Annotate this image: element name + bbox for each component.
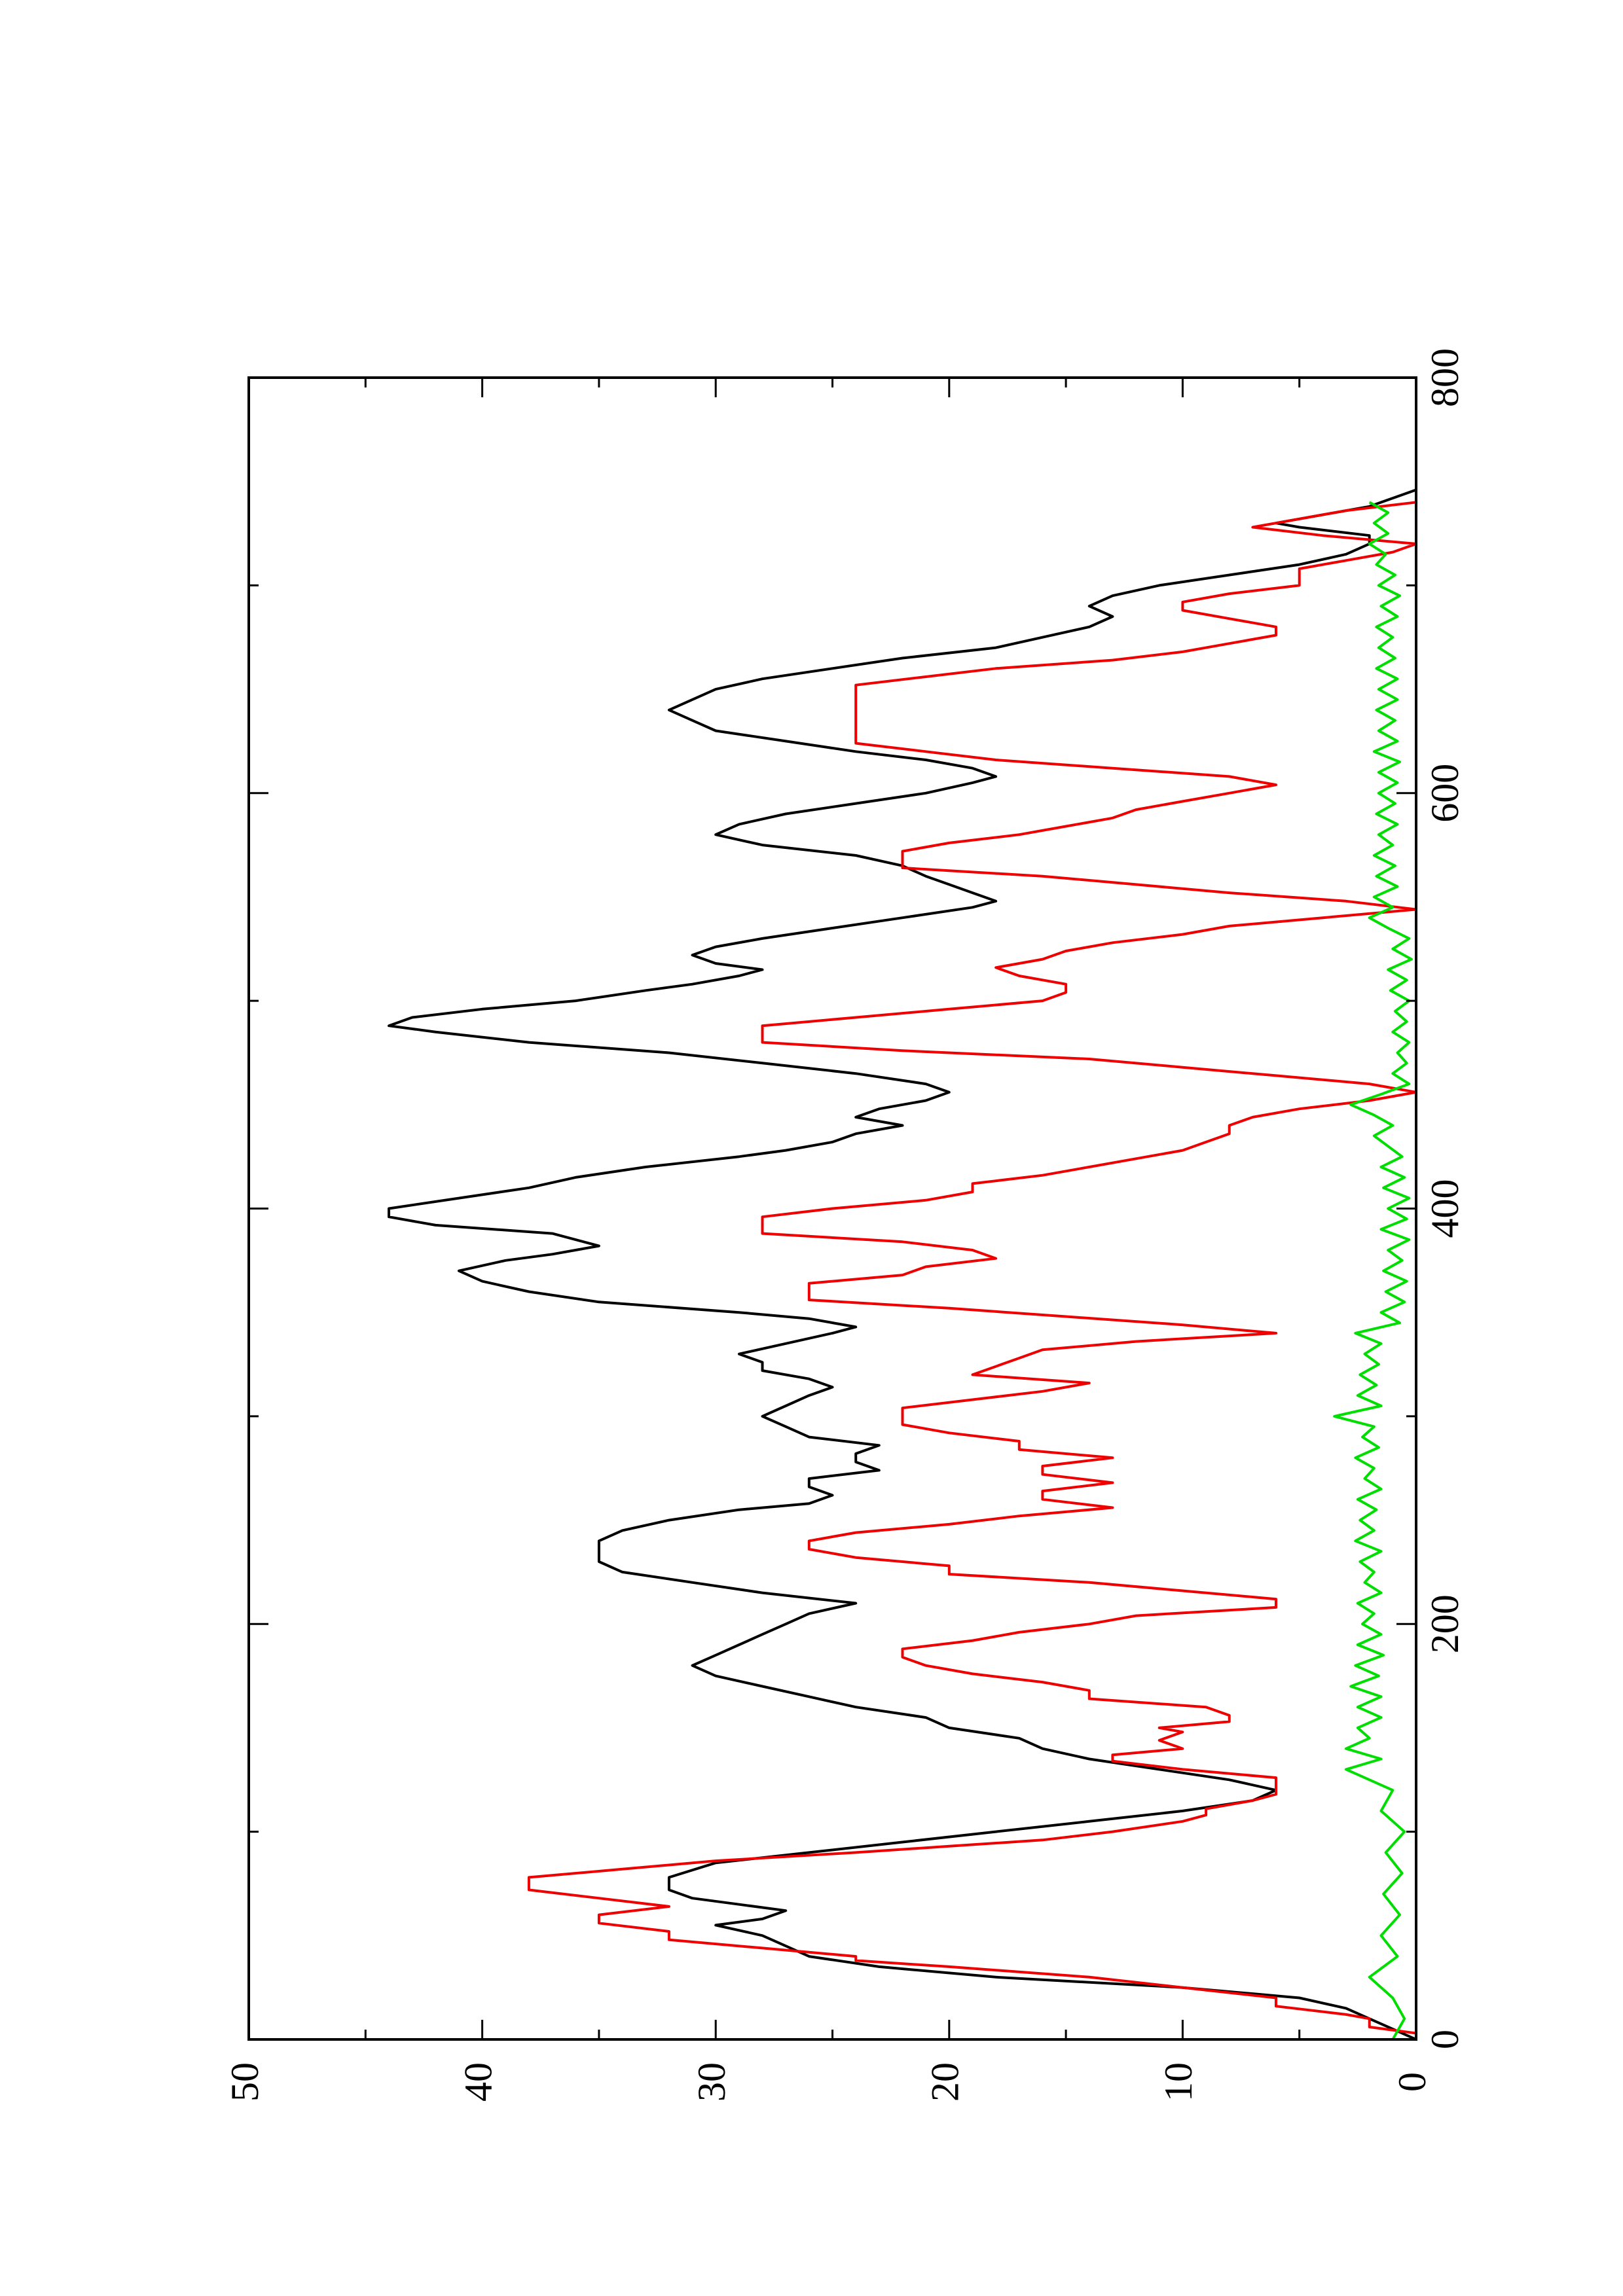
y-tick-label: 50 [223,2062,266,2102]
x-tick-label: 800 [1423,348,1467,407]
x-tick-label: 0 [1423,2030,1467,2049]
tick-label-layer: 0 200 400 600 800 0 10 20 30 40 50 [223,348,1467,2102]
x-tick-label: 600 [1423,764,1467,823]
x-tick-label: 200 [1423,1594,1467,1653]
series-line-1 [388,488,1417,2041]
y-tick-label: 0 [1391,2072,1434,2092]
y-tick-label: 30 [690,2062,733,2102]
x-tick-label: 400 [1423,1179,1467,1238]
y-tick-label: 10 [1157,2062,1200,2102]
series-layer [388,488,1417,2041]
tick-layer [247,376,1417,2041]
y-tick-label: 20 [924,2062,967,2102]
series-line-2 [527,501,1417,2039]
y-tick-label: 40 [456,2062,500,2102]
series-line-3 [1333,501,1413,2040]
